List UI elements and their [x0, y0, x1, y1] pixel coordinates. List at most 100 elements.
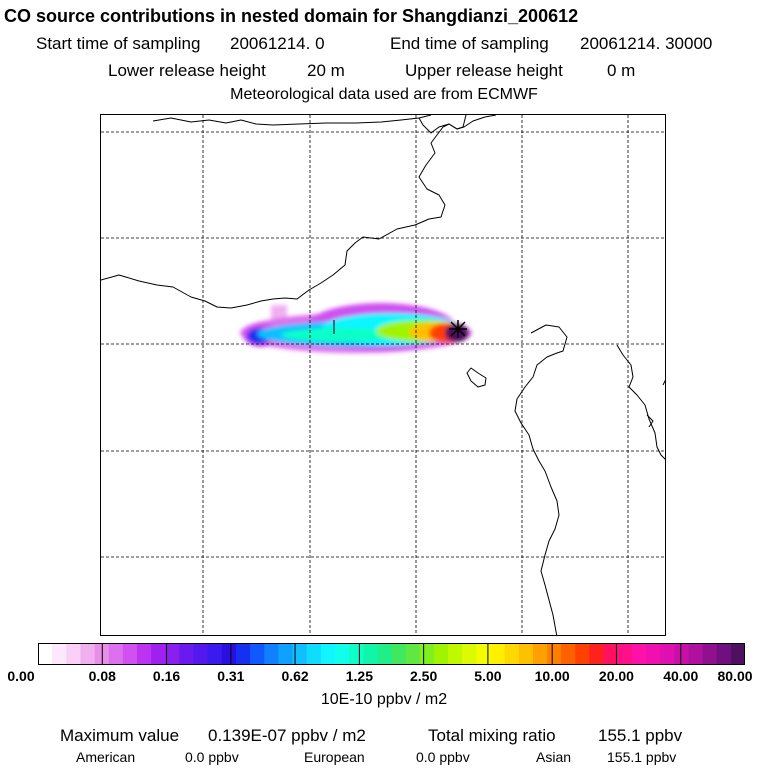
- colorbar-cell: [38, 643, 53, 665]
- asian-value: 155.1 ppbv: [607, 749, 677, 765]
- colorbar-tick-label: 80.00: [717, 668, 753, 684]
- european-label: European: [304, 749, 365, 765]
- upper-height-label: Upper release height: [405, 61, 563, 80]
- colorbar-cell: [617, 643, 633, 665]
- plume-light-patch: [271, 305, 287, 321]
- colorbar-cell: [193, 643, 209, 665]
- colorbar-cell: [391, 643, 407, 665]
- colorbar-cell: [702, 643, 718, 665]
- colorbar-cell: [165, 643, 180, 665]
- border-mongolia: [101, 126, 446, 309]
- colorbar-cell: [646, 643, 661, 665]
- colorbar-cell: [221, 643, 237, 665]
- colorbar-cell: [292, 643, 308, 665]
- colorbar-frame: [38, 643, 745, 665]
- colorbar-cell: [518, 643, 534, 665]
- colorbar-cell: [476, 643, 492, 665]
- colorbar-cell: [589, 643, 605, 665]
- colorbar-tick-label: 10.00: [534, 668, 570, 684]
- end-time-value: 20061214. 30000: [580, 34, 713, 53]
- receptor-marker: [333, 320, 467, 338]
- colorbar-tick-label: 2.50: [410, 668, 438, 684]
- coast-korea: [514, 324, 568, 635]
- colorbar-tick-label: 20.00: [598, 668, 634, 684]
- border-east: [442, 115, 467, 130]
- max-value: 0.139E-07 ppbv / m2: [208, 726, 366, 745]
- colorbar-cell: [688, 643, 704, 665]
- european-value: 0.0 ppbv: [416, 749, 470, 765]
- end-time-label: End time of sampling: [390, 34, 549, 53]
- colorbar-cell: [433, 643, 449, 665]
- colorbar-tick-label: 0.00: [7, 668, 35, 684]
- colorbar-cell: [306, 643, 322, 665]
- colorbar-cell: [419, 643, 435, 665]
- colorbar-tick-label: 0.16: [152, 668, 181, 684]
- colorbar-cell: [631, 643, 647, 665]
- total-mixing-value: 155.1 ppbv: [598, 726, 683, 745]
- colorbar-cell: [716, 643, 732, 665]
- colorbar-cell: [575, 643, 591, 665]
- map-panel: [100, 114, 666, 636]
- start-time-label: Start time of sampling: [36, 34, 201, 53]
- colorbar-cell: [278, 643, 294, 665]
- colorbar-cell: [52, 643, 67, 665]
- boundaries: [101, 115, 665, 635]
- colorbar-tick-label: 5.00: [474, 668, 502, 684]
- colorbar-cell: [320, 643, 336, 665]
- colorbar-cell: [349, 643, 364, 665]
- colorbar-cell: [108, 643, 124, 665]
- colorbar-cell: [250, 643, 265, 665]
- colorbar-tick-label: 0.62: [281, 668, 309, 684]
- colorbar-cell: [66, 643, 82, 665]
- colorbar-cell: [235, 643, 251, 665]
- colorbar-cell: [151, 643, 166, 665]
- colorbar-cell: [377, 643, 393, 665]
- plume-peak: [445, 324, 469, 342]
- lower-height-value: 20 m: [307, 61, 345, 80]
- colorbar-cell: [122, 643, 138, 665]
- colorbar-units: 10E-10 ppbv / m2: [320, 691, 448, 708]
- colorbar-tick-label: 0.31: [217, 668, 245, 684]
- receptor-cross-d2: [450, 321, 466, 337]
- colorbar-cell: [660, 643, 675, 665]
- colorbar-cell: [448, 643, 463, 665]
- map-svg: [101, 115, 665, 635]
- max-value-label: Maximum value: [60, 726, 180, 745]
- plot-title: CO source contributions in nested domain…: [4, 6, 579, 26]
- colorbar-cell: [462, 643, 477, 665]
- colorbar-cell: [334, 643, 350, 665]
- colorbar-cell: [264, 643, 279, 665]
- grid-lines: [101, 115, 665, 635]
- american-value: 0.0 ppbv: [185, 749, 239, 765]
- colorbar-tick-label: 0.08: [88, 668, 116, 684]
- colorbar-cell: [547, 643, 562, 665]
- coast-east-small: [646, 379, 665, 428]
- colorbar-tick-label: 1.25: [345, 668, 373, 684]
- colorbar-cell: [603, 643, 619, 665]
- plume-teal-band: [281, 328, 401, 342]
- border-north: [152, 115, 497, 134]
- upper-height-value: 0 m: [607, 61, 636, 80]
- colorbar-cell: [674, 643, 690, 665]
- colorbar-cell: [136, 643, 152, 665]
- colorbar-cell: [405, 643, 421, 665]
- colorbar-cell: [363, 643, 378, 665]
- colorbar-cell: [179, 643, 195, 665]
- coast-peninsula: [616, 344, 665, 460]
- colorbar-cell: [504, 643, 520, 665]
- colorbar: [38, 643, 745, 665]
- plume: [240, 303, 472, 353]
- colorbar-cell: [80, 643, 96, 665]
- colorbar-cell: [490, 643, 506, 665]
- colorbar-tick-label: 40.00: [663, 668, 699, 684]
- lower-height-label: Lower release height: [108, 61, 266, 80]
- american-label: American: [76, 749, 136, 765]
- asian-label: Asian: [536, 749, 572, 765]
- colorbar-cell: [561, 643, 576, 665]
- colorbar-cell: [207, 643, 223, 665]
- coast-bohai: [466, 367, 487, 388]
- total-mixing-label: Total mixing ratio: [428, 726, 556, 745]
- colorbar-cell: [532, 643, 548, 665]
- start-time-value: 20061214. 0: [230, 34, 325, 53]
- meteo-source: Meteorological data used are from ECMWF: [230, 86, 538, 103]
